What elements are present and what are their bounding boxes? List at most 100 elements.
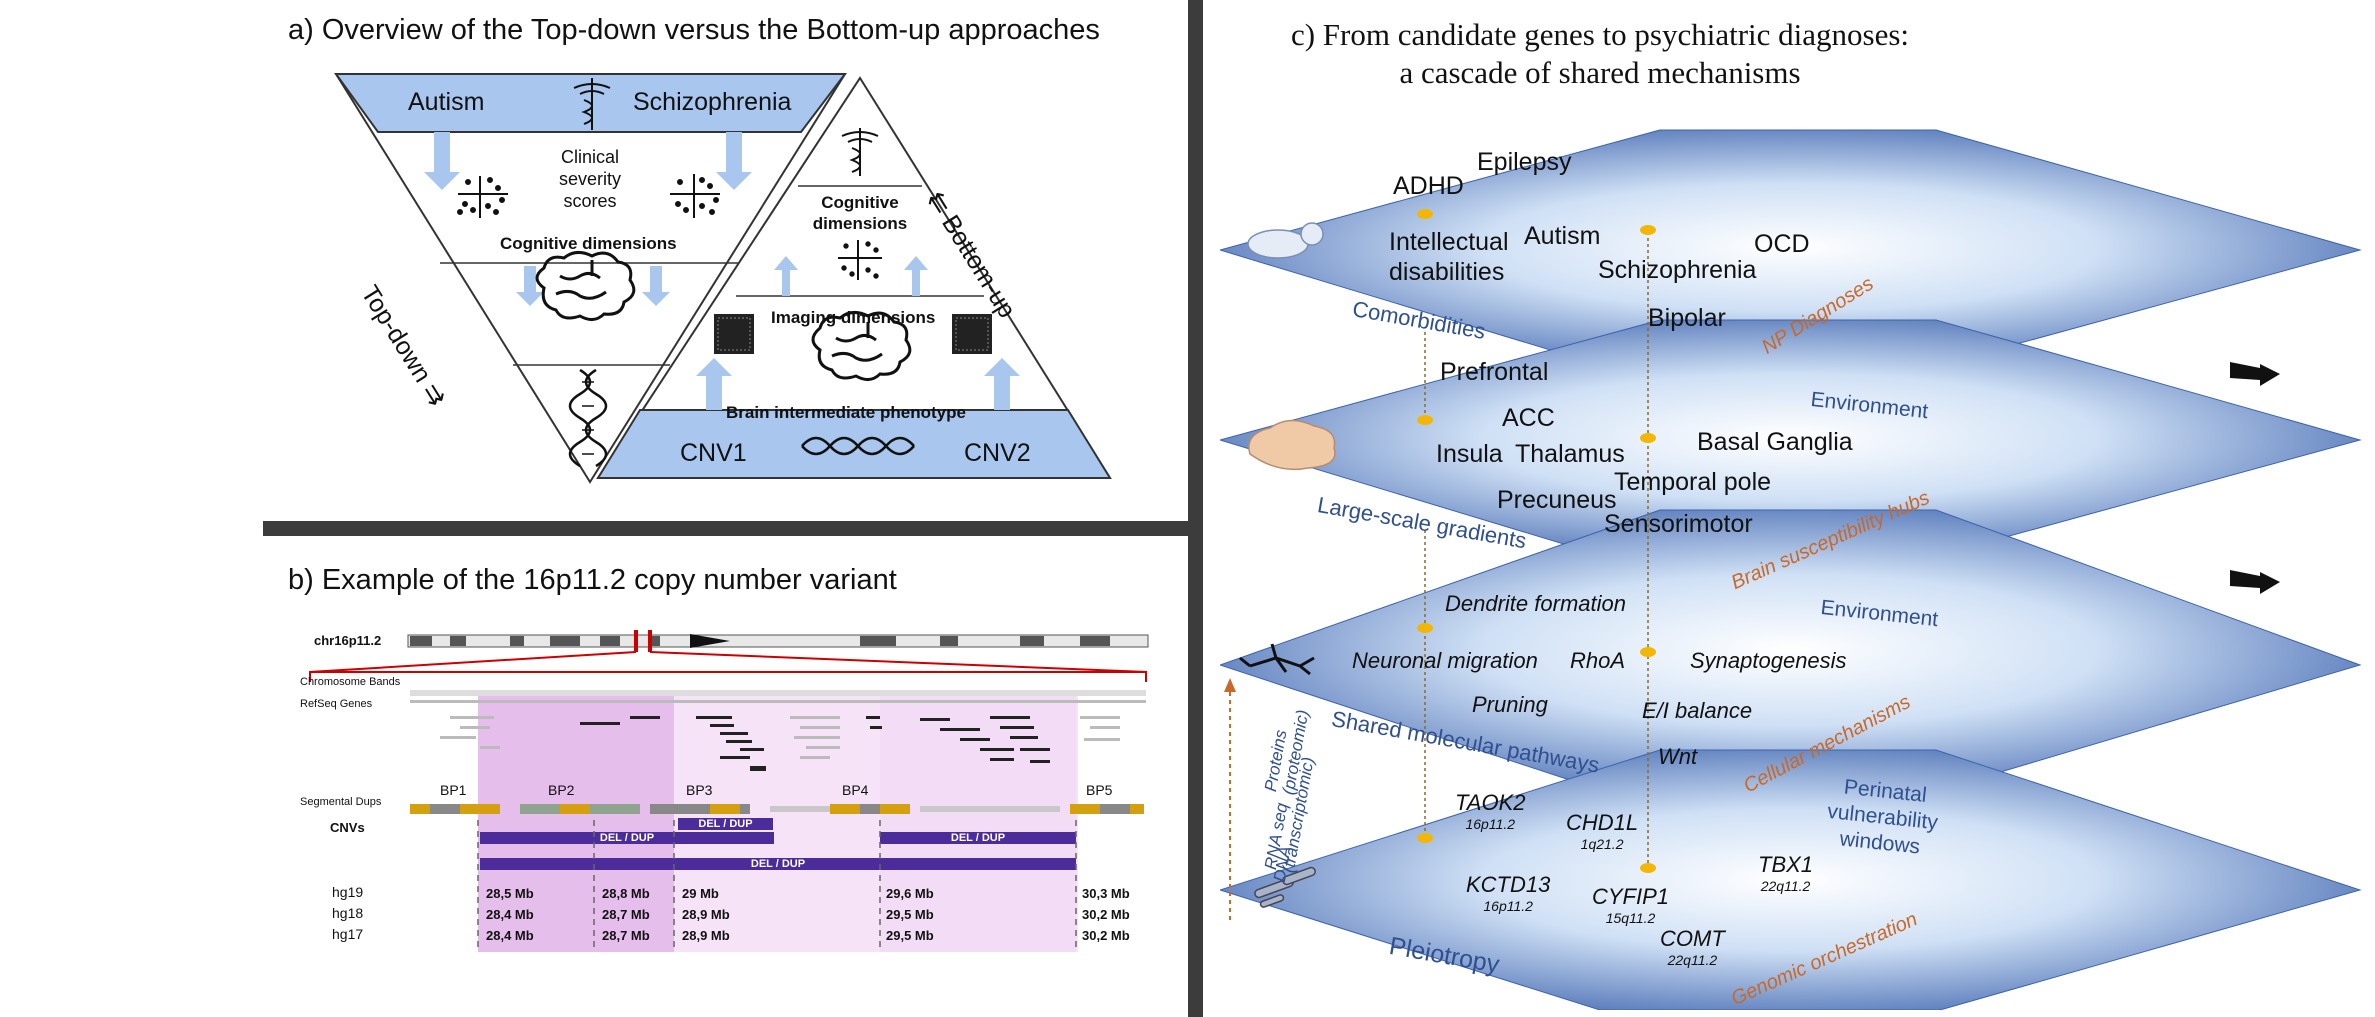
- label-autism: Autism: [408, 88, 485, 116]
- layer3-pruning: Pruning: [1472, 692, 1548, 717]
- gene-name: KCTD13: [1466, 872, 1551, 897]
- gene-locus: 15q11.2: [1605, 910, 1656, 926]
- position-cell: 28,7 Mb: [602, 928, 650, 943]
- build-label-hg17: hg17: [332, 926, 364, 942]
- layer1-adhd: ADHD: [1393, 172, 1464, 200]
- position-cell: 29,5 Mb: [886, 907, 934, 922]
- person-icon: [1247, 222, 1324, 259]
- label-cnv2: CNV2: [964, 439, 1031, 467]
- imaging-matrix-icon: [952, 314, 992, 354]
- caduceus-icon: [573, 78, 611, 130]
- layer1-autism: Autism: [1524, 222, 1601, 250]
- bp-label-5: BP5: [1086, 782, 1113, 798]
- label-cognitive-dimensions: Cognitive dimensions: [500, 234, 677, 253]
- imaging-matrix-icon: [714, 314, 754, 354]
- layer2-thalamus: Thalamus: [1515, 440, 1625, 468]
- gene-tbx1: TBX1 22q11.2: [1758, 852, 1813, 894]
- label-cognitive-dimensions-right: Cognitive dimensions: [800, 192, 920, 234]
- gene-locus: 22q11.2: [1760, 878, 1811, 894]
- clinical-line: Clinical: [560, 147, 620, 167]
- layer3-neuronal-migration: Neuronal migration: [1352, 648, 1538, 673]
- layer3-wnt: Wnt: [1658, 744, 1698, 769]
- build-label-hg18: hg18: [332, 905, 364, 921]
- row-label-cnvs: CNVs: [330, 820, 365, 835]
- panel-a-title: a) Overview of the Top-down versus the B…: [288, 14, 1100, 46]
- cnv-bar-label: DEL / DUP: [950, 832, 1006, 844]
- layer3-ei-balance: E/I balance: [1642, 698, 1753, 723]
- gene-name: CYFIP1: [1592, 884, 1670, 909]
- label-schizophrenia: Schizophrenia: [633, 88, 792, 116]
- panel-c-layers: [1220, 129, 2362, 1010]
- gene-kctd13: KCTD13 16p11.2: [1466, 872, 1550, 914]
- layer2-acc: ACC: [1502, 404, 1555, 432]
- gene-locus: 16p11.2: [1483, 898, 1533, 914]
- position-cell: 29 Mb: [682, 886, 719, 901]
- position-cell: 28,4 Mb: [486, 907, 534, 922]
- panel-c-title-line1: c) From candidate genes to psychiatric d…: [1290, 17, 1910, 52]
- layer2-precuneus: Precuneus: [1497, 486, 1617, 514]
- dimensions-line: dimensions: [812, 214, 908, 233]
- layer1-ocd: OCD: [1754, 230, 1810, 258]
- position-cell: 28,8 Mb: [602, 886, 650, 901]
- label-imaging-dimensions: Imaging dimensions: [771, 308, 936, 327]
- dna-helix-icon: [1254, 866, 1316, 908]
- position-cell: 28,4 Mb: [486, 928, 534, 943]
- cnv-bar-label: DEL / DUP: [599, 832, 655, 844]
- dna-icon: [568, 368, 608, 468]
- brain-icon: [535, 251, 636, 321]
- panel-b-title: b) Example of the 16p11.2 copy number va…: [288, 564, 897, 596]
- layer1-intellectual: Intellectual: [1389, 228, 1509, 256]
- gene-comt: COMT 22q11.2: [1660, 926, 1725, 968]
- position-cell: 30,2 Mb: [1082, 928, 1130, 943]
- gene-chd1l: CHD1L 1q21.2: [1566, 810, 1638, 852]
- gene-taok2: TAOK2 16p11.2: [1455, 790, 1526, 832]
- cognitive-line: Cognitive: [821, 193, 899, 212]
- layer3-rhoa: RhoA: [1570, 648, 1626, 673]
- environment-arrow: [2230, 570, 2280, 594]
- layer2-temporal-pole: Temporal pole: [1614, 468, 1772, 496]
- panel-c-title: c) From candidate genes to psychiatric d…: [1210, 16, 1990, 92]
- position-cell: 28,9 Mb: [682, 907, 730, 922]
- cnv-bar-label: DEL / DUP: [750, 858, 806, 870]
- position-cell: 28,9 Mb: [682, 928, 730, 943]
- brain-icon: [1248, 419, 1336, 471]
- severity-line: severity: [558, 169, 621, 189]
- cnv-bar-label: DEL / DUP: [698, 818, 753, 830]
- layer2-basal-ganglia: Basal Ganglia: [1697, 428, 1853, 456]
- position-cell: 28,5 Mb: [486, 886, 534, 901]
- position-cell: 30,2 Mb: [1082, 907, 1130, 922]
- bp-label-2: BP2: [548, 782, 575, 798]
- scores-line: scores: [563, 191, 617, 211]
- scatter-icon: [457, 176, 508, 218]
- cnv-highlight-bp4-bp5: [880, 692, 1076, 952]
- layer1-schizophrenia: Schizophrenia: [1598, 256, 1757, 284]
- bp-label-4: BP4: [842, 782, 869, 798]
- gene-cyfip1: CYFIP1 15q11.2: [1592, 884, 1669, 926]
- brain-icon: [811, 311, 912, 381]
- chrom-label: chr16p11.2: [314, 633, 382, 648]
- label-brain-intermediate-phenotype: Brain intermediate phenotype: [726, 403, 966, 422]
- dna-icon: [801, 436, 915, 456]
- clinical-severity-scores: Clinical severity scores: [530, 146, 650, 212]
- gene-locus: 22q11.2: [1667, 952, 1718, 968]
- bp-label-1: BP1: [440, 782, 467, 798]
- scatter-icon: [670, 174, 720, 218]
- panel-c-title-line2: a cascade of shared mechanisms: [1399, 55, 1801, 90]
- neuron-icon: [1239, 643, 1315, 676]
- row-label-segdups: Segmental Dups: [300, 796, 382, 808]
- position-cell: 30,3 Mb: [1082, 886, 1130, 901]
- scatter-icon: [838, 240, 882, 280]
- gene-name: COMT: [1660, 926, 1725, 951]
- position-cell: 29,5 Mb: [886, 928, 934, 943]
- gene-name: CHD1L: [1566, 810, 1639, 835]
- divider-vertical: [1188, 0, 1203, 1017]
- panel-b-genome-track: [309, 630, 1149, 952]
- environment-arrow: [2230, 362, 2280, 386]
- gene-locus: 16p11.2: [1465, 816, 1516, 832]
- layer4-perinatal-windows: Perinatal vulnerability windows: [1814, 772, 1951, 863]
- layer1-disabilities: disabilities: [1389, 258, 1505, 286]
- panel-a-diagram: [334, 73, 1112, 484]
- gene-locus: 1q21.2: [1580, 836, 1624, 852]
- divider-horizontal: [263, 521, 1193, 536]
- gene-name: TAOK2: [1455, 790, 1526, 815]
